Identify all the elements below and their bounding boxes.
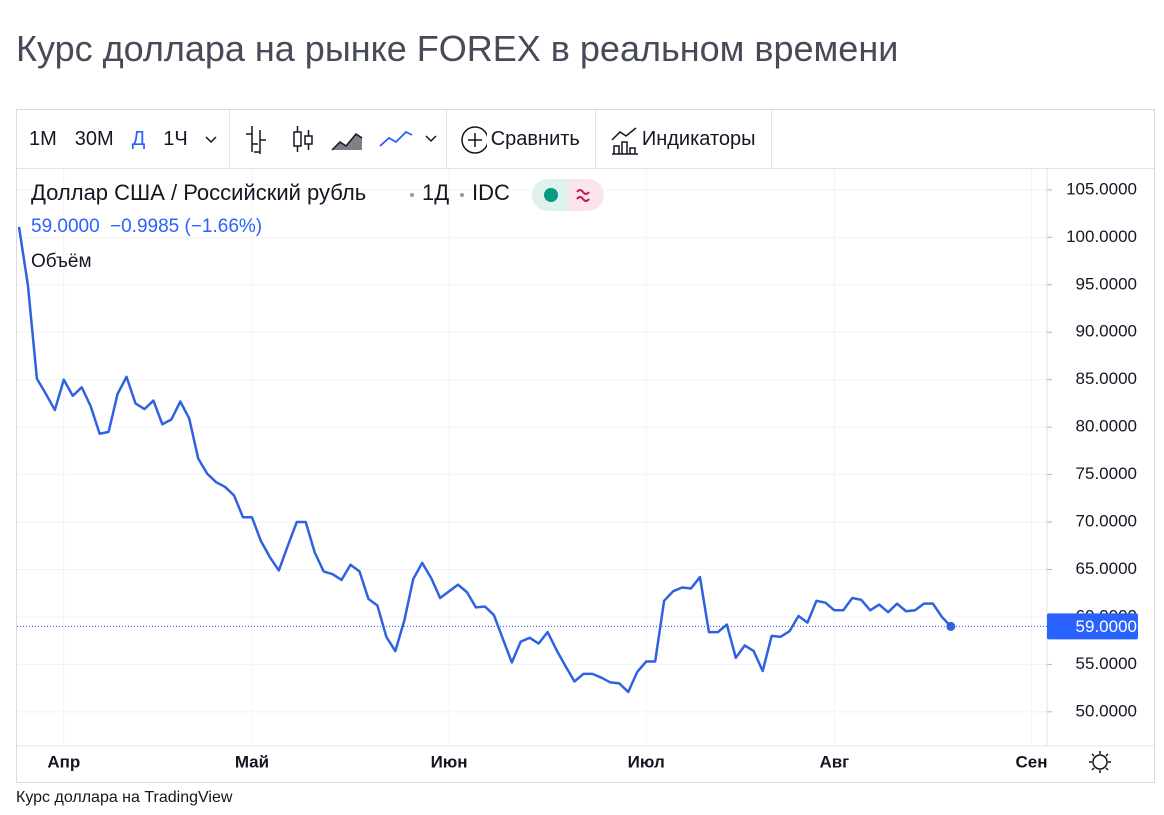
- y-tick-label: 100.0000: [1066, 227, 1137, 246]
- x-tick-label: Сен: [1015, 752, 1047, 771]
- compare-button[interactable]: Сравнить: [490, 128, 580, 150]
- y-tick-label: 50.0000: [1076, 701, 1137, 720]
- y-tick-label: 105.0000: [1066, 179, 1137, 198]
- interval-button[interactable]: 1Ч: [163, 128, 188, 150]
- interval-button[interactable]: 30M: [74, 128, 114, 150]
- page-title: Курс доллара на рынке FOREX в реальном в…: [16, 28, 899, 69]
- interval-button[interactable]: 1M: [29, 128, 57, 150]
- x-tick-label: Апр: [47, 752, 80, 771]
- indicators-button[interactable]: Индикаторы: [641, 128, 756, 150]
- separator-dot: [460, 193, 464, 197]
- compare-icon[interactable]: [447, 110, 487, 168]
- chart-style-icons[interactable]: [230, 110, 446, 168]
- source-label: IDC: [472, 180, 510, 205]
- volume-label: Объём: [31, 251, 92, 272]
- price-label: 59.0000: [31, 216, 100, 237]
- price-line: [17, 226, 952, 694]
- y-tick-label: 95.0000: [1076, 274, 1137, 293]
- delayed-data-icon: [576, 189, 590, 202]
- indicators-icon[interactable]: [596, 110, 638, 168]
- dropdown-icon[interactable]: [197, 129, 225, 149]
- y-tick-label: 65.0000: [1076, 559, 1137, 578]
- y-tick-label: 85.0000: [1076, 369, 1137, 388]
- caption: Курс доллара на TradingView: [16, 789, 233, 806]
- symbol-name: Доллар США / Российский рубль: [31, 180, 366, 205]
- separator-dot: [410, 193, 414, 197]
- y-tick-label: 55.0000: [1076, 654, 1137, 673]
- x-tick-label: Май: [235, 752, 269, 771]
- change-label: −0.9985 (−1.66%): [110, 216, 262, 237]
- x-tick-label: Авг: [819, 752, 849, 771]
- toolbar: 1M 30M Д 1Ч Сравнить Индикаторы: [17, 110, 1154, 169]
- market-open-dot: [544, 188, 558, 202]
- y-tick-label: 90.0000: [1076, 322, 1137, 341]
- interval-button[interactable]: Д: [131, 128, 146, 150]
- chart: Доллар США / Российский рубль 1Д IDC 59.…: [17, 169, 1154, 773]
- y-tick-label: 75.0000: [1076, 464, 1137, 483]
- last-price-dot: [946, 621, 956, 631]
- settings-icon[interactable]: [1089, 751, 1111, 773]
- last-price-badge-label: 59.0000: [1076, 617, 1137, 636]
- x-tick-label: Июн: [431, 752, 468, 771]
- interval-label: 1Д: [422, 180, 449, 205]
- chart-widget: 1M 30M Д 1Ч Сравнить Индикаторы Доллар С…: [16, 109, 1155, 783]
- y-tick-label: 80.0000: [1076, 417, 1137, 436]
- x-tick-label: Июл: [628, 752, 665, 771]
- y-tick-label: 70.0000: [1076, 512, 1137, 531]
- last-price-badge: [1047, 613, 1138, 640]
- grid: [17, 169, 1047, 746]
